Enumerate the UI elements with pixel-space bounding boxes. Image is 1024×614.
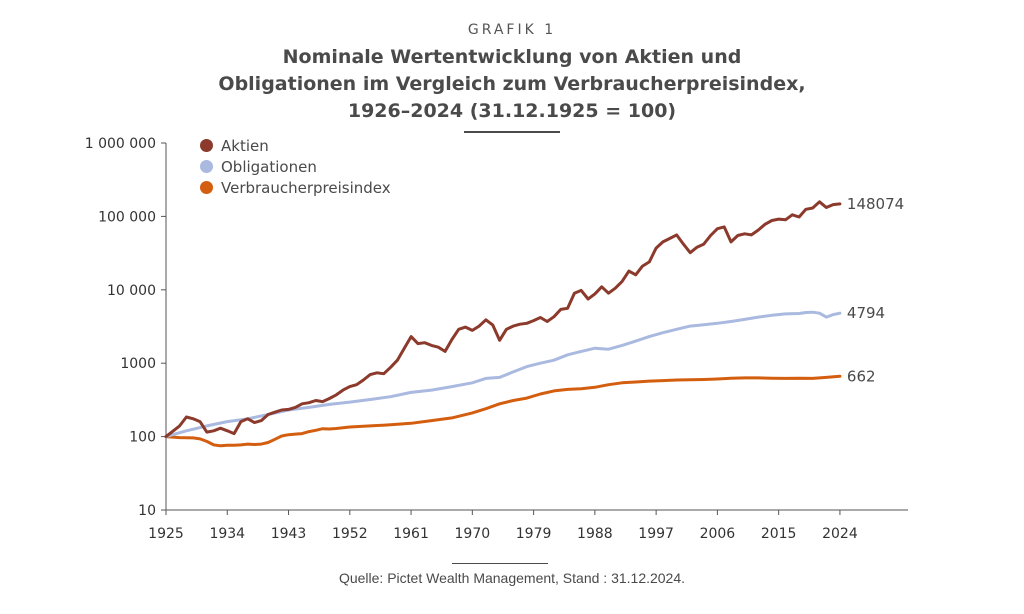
x-tick-label: 1952 — [332, 526, 368, 542]
y-tick-label: 1 000 000 — [85, 136, 156, 152]
y-tick-label: 100 — [129, 430, 156, 446]
source-note: Quelle: Pictet Wealth Management, Stand … — [338, 570, 686, 586]
x-tick-label: 1943 — [271, 526, 307, 542]
legend-label-verbraucherpreisindex: Verbraucherpreisindex — [221, 178, 391, 197]
x-tick-label: 1970 — [455, 526, 491, 542]
x-tick-label: 1961 — [393, 526, 429, 542]
legend-marker-aktien — [200, 139, 213, 152]
x-tick-label: 1988 — [577, 526, 613, 542]
legend-item-aktien: Aktien — [200, 135, 391, 156]
title-divider — [464, 131, 560, 133]
y-tick-label: 1000 — [120, 356, 156, 372]
x-tick-label: 1997 — [638, 526, 674, 542]
x-tick-label: 2006 — [700, 526, 736, 542]
chart-title-line-2: Obligationen im Vergleich zum Verbrauche… — [218, 73, 806, 95]
x-tick-label: 2024 — [822, 526, 858, 542]
x-tick-label: 1925 — [148, 526, 184, 542]
legend-item-verbraucherpreisindex: Verbraucherpreisindex — [200, 177, 391, 198]
y-tick-label: 10 — [138, 503, 156, 519]
chart-title-line-3: 1926–2024 (31.12.1925 = 100) — [347, 100, 677, 122]
series-line-verbraucherpreisindex — [164, 374, 842, 448]
x-tick-label: 1979 — [516, 526, 552, 542]
end-value-label-aktien: 148074 — [847, 195, 904, 213]
series-line-aktien — [164, 200, 842, 439]
y-tick-label: 10 000 — [107, 283, 156, 299]
legend-label-aktien: Aktien — [221, 136, 269, 155]
legend-label-obligationen: Obligationen — [221, 157, 317, 176]
end-value-label-verbraucherpreisindex: 662 — [847, 367, 876, 385]
source-divider — [452, 563, 548, 564]
chart-kicker: GRAFIK 1 — [467, 22, 557, 38]
chart-title-line-1: Nominale Wertentwicklung von Aktien und — [282, 46, 742, 68]
legend-marker-obligationen — [200, 160, 213, 173]
y-tick-label: 100 000 — [98, 209, 156, 225]
legend-item-obligationen: Obligationen — [200, 156, 391, 177]
legend-marker-verbraucherpreisindex — [200, 181, 213, 194]
chart-legend: Aktien Obligationen Verbraucherpreisinde… — [200, 135, 391, 198]
x-tick-label: 2015 — [761, 526, 797, 542]
x-tick-label: 1934 — [209, 526, 245, 542]
chart-header: GRAFIK 1 Nominale Wertentwicklung von Ak… — [0, 22, 1024, 133]
end-value-label-obligationen: 4794 — [847, 304, 885, 322]
series-line-obligationen — [164, 310, 842, 439]
